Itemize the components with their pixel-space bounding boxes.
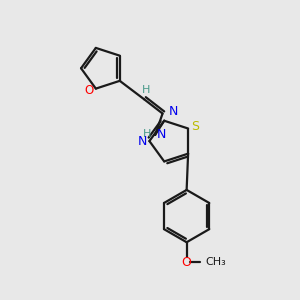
Text: O: O [181,256,191,269]
Text: N: N [157,128,166,141]
Text: S: S [191,120,199,133]
Text: N: N [169,105,178,118]
Text: CH₃: CH₃ [205,257,226,267]
Text: O: O [85,84,94,97]
Text: N: N [138,135,148,148]
Text: H: H [143,129,152,139]
Text: H: H [141,85,150,95]
